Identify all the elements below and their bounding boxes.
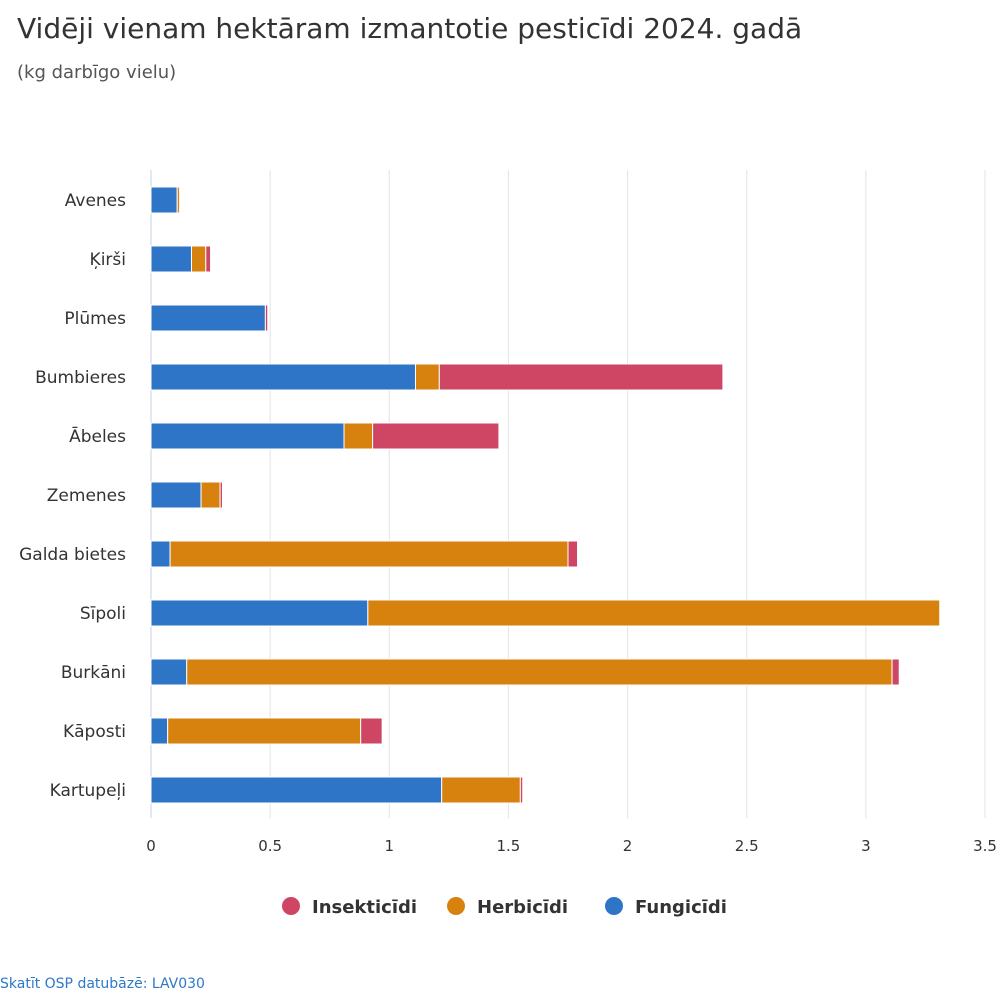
category-label-7: Sīpoli <box>80 604 126 624</box>
bar-insekticīdi-10 <box>519 776 524 804</box>
legend: Insekticīdi Herbicīdi Fungicīdi <box>282 897 727 918</box>
bar-herbicīdi-8 <box>186 658 893 686</box>
x-tick-label-0: 0 <box>146 837 156 855</box>
bar-fungicīdi-3 <box>150 363 416 391</box>
category-label-4: Ābeles <box>69 425 126 447</box>
x-tick-label-2: 1 <box>385 837 395 855</box>
bar-herbicīdi-9 <box>167 717 362 745</box>
category-label-3: Bumbieres <box>35 368 126 388</box>
x-tick-label-1: 0.5 <box>258 837 282 855</box>
legend-label-0: Insekticīdi <box>312 897 417 918</box>
x-tick-label-4: 2 <box>623 837 633 855</box>
category-label-1: Ķirši <box>90 250 126 270</box>
category-label-2: Plūmes <box>64 309 126 329</box>
bar-herbicīdi-1 <box>191 245 207 273</box>
legend-label-2: Fungicīdi <box>635 897 727 918</box>
bar-herbicīdi-5 <box>200 481 221 509</box>
x-tick-label-6: 3 <box>861 837 871 855</box>
chart-subtitle: (kg darbīgo vielu) <box>17 62 177 83</box>
bar-insekticīdi-9 <box>360 717 383 745</box>
x-tick-label-5: 2.5 <box>735 837 759 855</box>
category-label-9: Kāposti <box>63 722 126 742</box>
x-tick-label-7: 3.5 <box>973 837 997 855</box>
category-label-8: Burkāni <box>61 663 126 683</box>
bar-fungicīdi-1 <box>150 245 193 273</box>
bar-herbicīdi-6 <box>169 540 569 568</box>
bar-herbicīdi-0 <box>176 186 181 214</box>
bar-fungicīdi-9 <box>150 717 169 745</box>
bars <box>150 186 941 804</box>
bar-herbicīdi-4 <box>343 422 374 450</box>
category-labels: Avenes Ķirši Plūmes Bumbieres Ābeles Zemenes G… <box>19 191 126 801</box>
bar-herbicīdi-3 <box>414 363 440 391</box>
bar-insekticīdi-4 <box>372 422 500 450</box>
bar-insekticīdi-2 <box>264 304 269 332</box>
category-label-0: Avenes <box>65 191 126 211</box>
bar-fungicīdi-8 <box>150 658 188 686</box>
legend-marker-2 <box>605 897 623 915</box>
legend-label-1: Herbicīdi <box>477 897 568 918</box>
legend-marker-0 <box>282 897 300 915</box>
bar-insekticīdi-8 <box>891 658 900 686</box>
bar-fungicīdi-0 <box>150 186 178 214</box>
bar-fungicīdi-6 <box>150 540 171 568</box>
bar-insekticīdi-1 <box>205 245 212 273</box>
bar-herbicīdi-10 <box>441 776 521 804</box>
bar-fungicīdi-4 <box>150 422 345 450</box>
chart-title: Vidēji vienam hektāram izmantotie pestic… <box>17 12 803 45</box>
category-label-10: Kartupeļi <box>50 781 126 801</box>
bar-fungicīdi-2 <box>150 304 266 332</box>
bar-fungicīdi-5 <box>150 481 202 509</box>
legend-marker-1 <box>447 897 465 915</box>
bar-fungicīdi-10 <box>150 776 443 804</box>
x-axis-ticks: 0 0.5 1 1.5 2 2.5 3 3.5 <box>146 837 997 855</box>
bar-fungicīdi-7 <box>150 599 369 627</box>
category-label-6: Galda bietes <box>19 545 126 565</box>
bar-insekticīdi-6 <box>567 540 579 568</box>
bar-herbicīdi-7 <box>367 599 941 627</box>
bar-insekticīdi-5 <box>219 481 223 509</box>
source-database-link[interactable]: Skatīt OSP datubāzē: LAV030 <box>0 976 205 992</box>
x-tick-label-3: 1.5 <box>496 837 520 855</box>
bar-insekticīdi-3 <box>438 363 724 391</box>
category-label-5: Zemenes <box>47 486 126 506</box>
